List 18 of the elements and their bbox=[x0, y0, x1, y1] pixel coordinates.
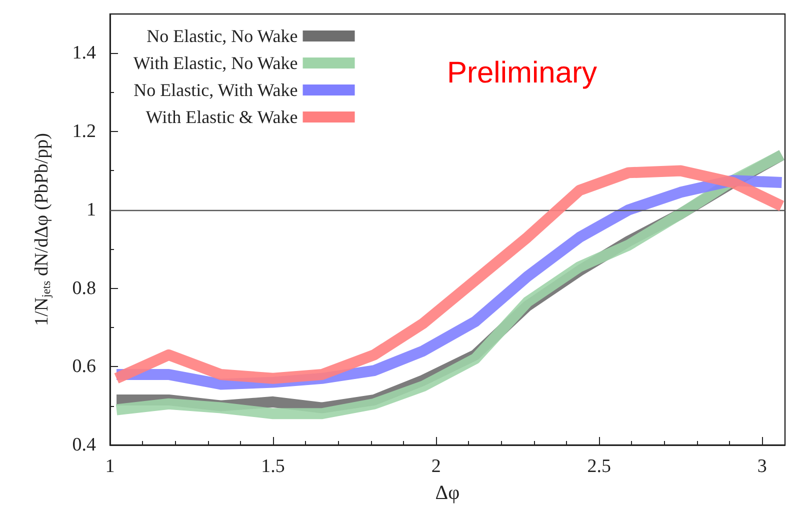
y-tick-label: 0.4 bbox=[72, 434, 96, 456]
legend-label: With Elastic, No Wake bbox=[133, 53, 298, 73]
x-tick-label: 3 bbox=[757, 456, 767, 477]
y-tick-label: 0.6 bbox=[72, 356, 96, 378]
annotation: Preliminary bbox=[447, 56, 598, 90]
legend-label: With Elastic & Wake bbox=[146, 107, 298, 127]
x-tick-label: 1.5 bbox=[261, 456, 285, 477]
legend-label: No Elastic, No Wake bbox=[146, 26, 298, 46]
x-tick-label: 2.5 bbox=[587, 456, 612, 477]
x-tick-label: 2 bbox=[431, 456, 441, 477]
x-axis-title: Δφ bbox=[435, 482, 460, 504]
y-axis-title: 1/Njets dN/dΔφ (PbPb/pp) bbox=[32, 133, 53, 326]
y-tick-label: 1.4 bbox=[72, 42, 96, 64]
y-tick-label: 0.8 bbox=[72, 278, 96, 299]
x-tick-label: 1 bbox=[105, 456, 115, 477]
y-tick-label: 1 bbox=[86, 199, 96, 220]
legend-label: No Elastic, With Wake bbox=[134, 80, 298, 100]
y-tick-label: 1.2 bbox=[72, 121, 96, 142]
